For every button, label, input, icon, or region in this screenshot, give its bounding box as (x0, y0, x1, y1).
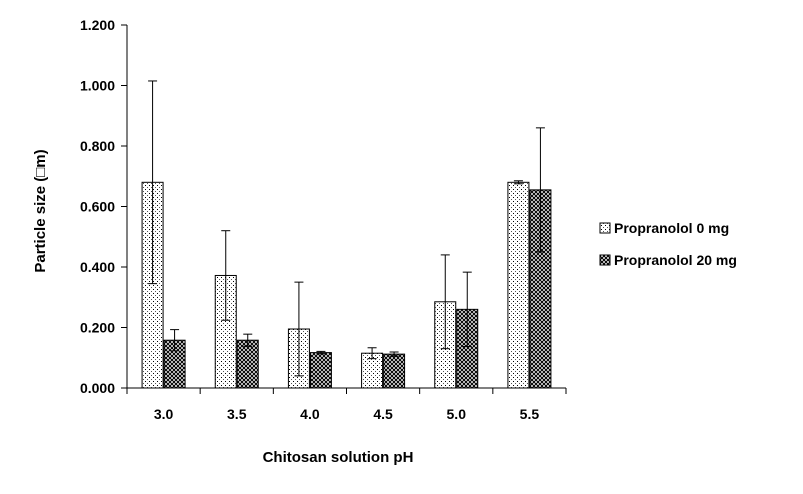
legend-label-series-2: Propranolol 20 mg (614, 252, 737, 268)
legend-swatch-series-2 (599, 254, 611, 266)
error-bar (170, 329, 180, 352)
error-bar (513, 180, 523, 185)
legend: Propranolol 0 mg Propranolol 20 mg (599, 220, 737, 268)
y-tick-label: 1.000 (80, 78, 115, 94)
y-tick-label: 1.200 (80, 17, 115, 33)
x-tick-label: 3.5 (227, 406, 247, 422)
x-axis-title: Chitosan solution pH (263, 449, 414, 466)
bar-series-2-4-0 (309, 352, 332, 389)
legend-label-series-1: Propranolol 0 mg (614, 220, 729, 236)
plot-area (141, 80, 552, 389)
error-bar (462, 271, 472, 348)
error-bar (440, 254, 450, 350)
error-bar (367, 347, 377, 360)
bar-series-1-5-5 (507, 181, 530, 389)
error-bar (243, 333, 253, 347)
bar-series-2-3-5 (236, 339, 259, 389)
y-tick-label: 0.600 (80, 199, 115, 215)
legend-swatch-series-1 (599, 222, 611, 234)
error-bar (294, 281, 304, 377)
x-axis: 3.0 3.5 4.0 4.5 5.0 5.5 (126, 387, 567, 422)
x-tick-label: 5.0 (447, 406, 467, 422)
y-axis-title: Particle size (□m) (32, 149, 49, 272)
x-tick-label: 4.5 (373, 406, 393, 422)
y-tick-label: 0.000 (80, 380, 115, 396)
error-bar (221, 230, 231, 321)
y-tick-label: 0.200 (80, 320, 115, 336)
x-tick-label: 4.0 (300, 406, 320, 422)
y-tick-label: 0.800 (80, 138, 115, 154)
error-bar (316, 350, 326, 355)
x-tick-label: 5.5 (520, 406, 540, 422)
bar-series-2-4-5 (383, 353, 406, 389)
error-bar (535, 127, 545, 253)
y-tick-label: 0.400 (80, 259, 115, 275)
x-tick-label: 3.0 (154, 406, 174, 422)
error-bar (148, 80, 158, 285)
y-axis: 0.000 0.200 0.400 0.600 0.800 1.000 1.200 (80, 17, 128, 396)
error-bar (389, 351, 399, 357)
